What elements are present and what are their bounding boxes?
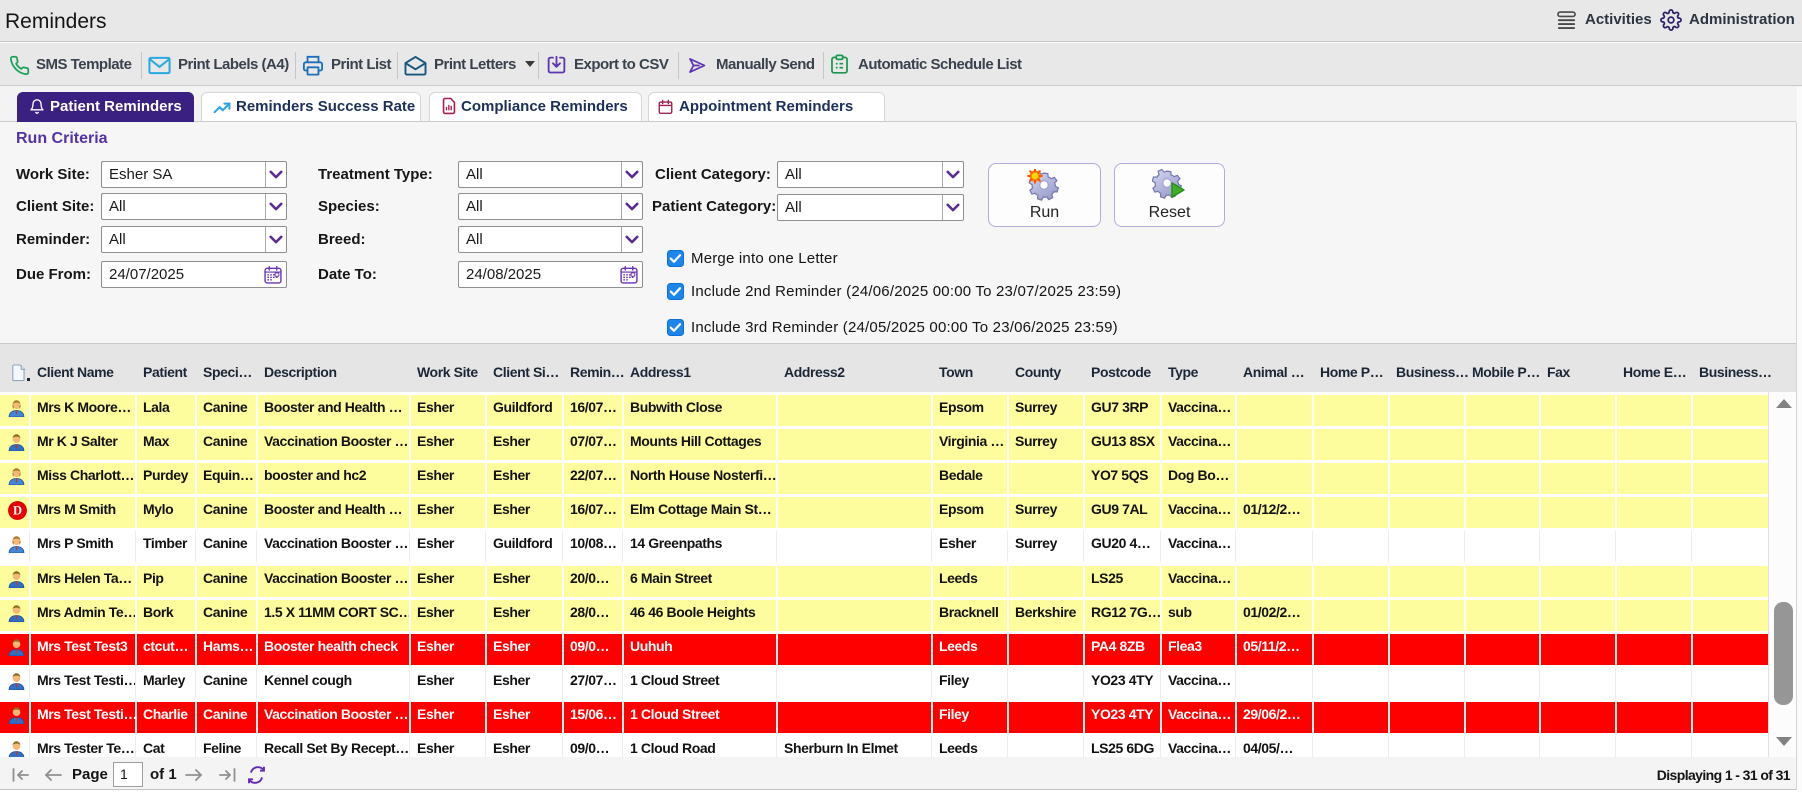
svg-text:D: D <box>13 504 22 518</box>
